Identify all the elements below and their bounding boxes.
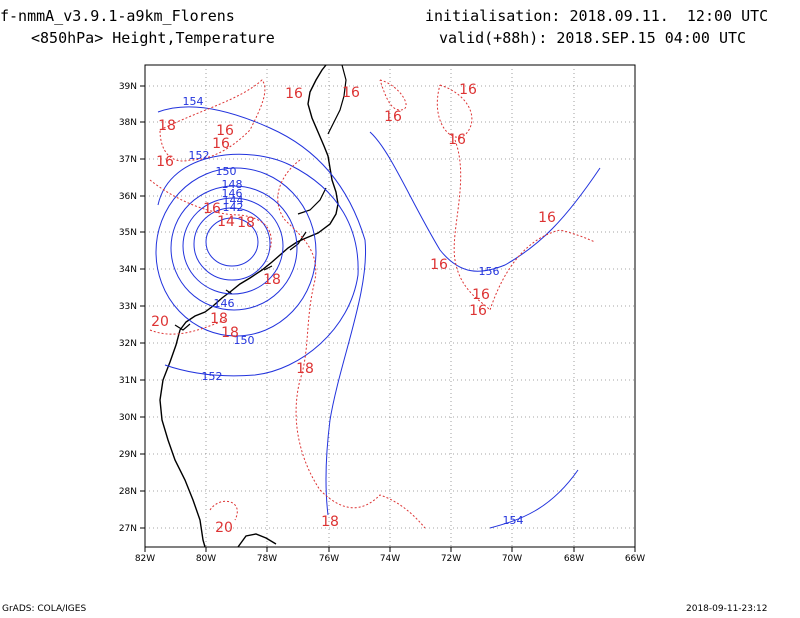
height-label: 148 [222,178,243,191]
lat-tick: 28N [119,487,137,497]
height-label: 142 [223,201,244,214]
temperature-label: 16 [285,86,303,102]
lat-tick: 36N [119,192,137,202]
model-title: f-nmmA_v3.9.1-a9km_Florens [0,7,235,25]
temperature-label: 16 [156,154,174,170]
temperature-label: 18 [221,325,239,341]
temperature-label: 18 [237,215,255,231]
temperature-label: 18 [296,361,314,377]
lon-tick: 70W [502,554,522,564]
lat-tick: 38N [119,118,137,128]
coastline [237,533,277,548]
height-label: 150 [216,165,237,178]
lat-tick: 39N [119,82,137,92]
temperature-label: 16 [472,287,490,303]
lon-tick: 72W [441,554,461,564]
temperature-label: 16 [212,136,230,152]
init-time: initialisation: 2018.09.11. 12:00 UTC [425,7,769,25]
lon-tick: 76W [319,554,339,564]
lat-tick: 31N [119,376,137,386]
temperature-label: 20 [215,520,233,536]
temperature-label: 18 [158,118,176,134]
temperature-label: 16 [538,210,556,226]
height-contours [155,106,601,529]
lat-tick: 27N [119,524,137,534]
lon-tick: 78W [257,554,277,564]
lat-tick: 29N [119,450,137,460]
lon-tick: 74W [380,554,400,564]
temperature-label: 16 [216,123,234,139]
grid-lines [145,65,635,547]
temperature-label: 18 [210,311,228,327]
temperature-label: 16 [469,303,487,319]
lat-tick: 32N [119,339,137,349]
lon-tick: 68W [564,554,584,564]
temperature-label: 16 [342,85,360,101]
lat-tick: 30N [119,413,137,423]
lon-tick: 82W [135,554,155,564]
lon-tick: 66W [625,554,645,564]
lat-tick: 33N [119,302,137,312]
height-label: 154 [503,514,524,527]
height-label: 146 [222,187,243,200]
temperature-label: 14 [217,214,235,230]
temperature-contours [149,79,596,529]
level-title: <850hPa> Height,Temperature [31,29,275,47]
height-label: 152 [189,149,210,162]
temperature-label: 18 [321,514,339,530]
temperature-label: 16 [203,201,221,217]
temperature-label: 16 [384,109,402,125]
temperature-label: 20 [151,314,169,330]
lat-tick: 37N [119,155,137,165]
footer-timestamp: 2018-09-11-23:12 [686,604,768,614]
temperature-label: 16 [430,257,448,273]
height-label: 154 [183,95,204,108]
lon-tick: 80W [196,554,216,564]
valid-time: valid(+88h): 2018.SEP.15 04:00 UTC [439,29,747,47]
height-label: 146 [214,297,235,310]
height-label: 150 [234,334,255,347]
temperature-label: 16 [459,82,477,98]
height-label: 144 [223,194,244,207]
height-label: 152 [202,370,223,383]
temperature-label: 16 [448,132,466,148]
footer-software: GrADS: COLA/IGES [2,604,87,614]
lat-tick: 35N [119,228,137,238]
temperature-label: 18 [263,272,281,288]
coastline [174,64,347,331]
height-label: 156 [479,265,500,278]
lat-tick: 34N [119,265,137,275]
coastline [159,64,339,548]
